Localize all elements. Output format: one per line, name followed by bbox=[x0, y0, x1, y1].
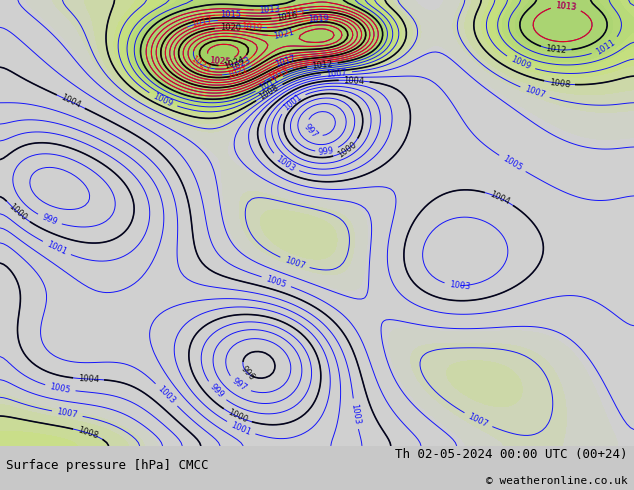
Text: 1003: 1003 bbox=[156, 384, 177, 406]
Text: 1001: 1001 bbox=[281, 93, 303, 113]
Text: 1015: 1015 bbox=[219, 10, 241, 20]
Text: 1013: 1013 bbox=[555, 1, 577, 12]
Text: 999: 999 bbox=[41, 213, 58, 227]
Text: 997: 997 bbox=[230, 377, 249, 393]
Text: 1020: 1020 bbox=[219, 23, 241, 33]
Text: 1004: 1004 bbox=[60, 93, 82, 110]
Text: 1023: 1023 bbox=[190, 54, 212, 74]
Text: 1021: 1021 bbox=[226, 65, 249, 79]
Text: 1013: 1013 bbox=[258, 4, 280, 15]
Text: 1000: 1000 bbox=[7, 202, 29, 222]
Text: 1007: 1007 bbox=[326, 68, 347, 78]
Text: 1003: 1003 bbox=[274, 154, 297, 173]
Text: 1015: 1015 bbox=[283, 6, 305, 19]
Text: 1025: 1025 bbox=[209, 56, 231, 67]
Text: 1005: 1005 bbox=[265, 274, 288, 289]
Text: 1023: 1023 bbox=[230, 56, 252, 73]
Text: © weatheronline.co.uk: © weatheronline.co.uk bbox=[486, 476, 628, 486]
Text: 1004: 1004 bbox=[488, 190, 511, 206]
Text: 999: 999 bbox=[318, 146, 334, 157]
Text: 1019: 1019 bbox=[241, 22, 262, 32]
Text: 1021: 1021 bbox=[272, 28, 295, 41]
Text: 1001: 1001 bbox=[230, 420, 252, 437]
Text: 1011: 1011 bbox=[595, 38, 617, 56]
Text: 1019: 1019 bbox=[307, 14, 329, 24]
Text: 1024: 1024 bbox=[223, 55, 245, 71]
Text: 1011: 1011 bbox=[258, 75, 281, 93]
Text: 1008: 1008 bbox=[548, 77, 571, 89]
Text: 1007: 1007 bbox=[283, 255, 306, 271]
Text: 1007: 1007 bbox=[524, 85, 547, 100]
Text: 1000: 1000 bbox=[336, 140, 358, 159]
Text: 1007: 1007 bbox=[56, 407, 79, 420]
Text: 1025: 1025 bbox=[209, 56, 231, 67]
Text: 1000: 1000 bbox=[226, 408, 249, 425]
Text: 1001: 1001 bbox=[45, 240, 68, 257]
Text: 1004: 1004 bbox=[78, 374, 100, 384]
Text: 1013: 1013 bbox=[267, 65, 290, 82]
Text: 1008: 1008 bbox=[77, 425, 100, 441]
Text: 1009: 1009 bbox=[509, 55, 532, 72]
Text: 1003: 1003 bbox=[449, 280, 471, 291]
Text: 1016: 1016 bbox=[276, 10, 298, 23]
Text: 996: 996 bbox=[239, 365, 257, 382]
Text: 1013: 1013 bbox=[555, 1, 577, 12]
Text: 999: 999 bbox=[208, 383, 225, 400]
Text: 1005: 1005 bbox=[501, 154, 524, 173]
Text: 1012: 1012 bbox=[311, 59, 333, 71]
Text: 1012: 1012 bbox=[545, 44, 567, 55]
Text: Th 02-05-2024 00:00 UTC (00+24): Th 02-05-2024 00:00 UTC (00+24) bbox=[395, 448, 628, 461]
Text: 1017: 1017 bbox=[191, 16, 214, 29]
Text: Surface pressure [hPa] CMCC: Surface pressure [hPa] CMCC bbox=[6, 459, 209, 472]
Text: 1017: 1017 bbox=[274, 53, 297, 69]
Text: 1003: 1003 bbox=[349, 403, 361, 425]
Text: 1007: 1007 bbox=[467, 412, 489, 429]
Text: 1004: 1004 bbox=[344, 75, 365, 86]
Text: 1009: 1009 bbox=[152, 92, 174, 109]
Text: 1005: 1005 bbox=[49, 382, 72, 395]
Text: 997: 997 bbox=[302, 122, 320, 141]
Text: 1008: 1008 bbox=[258, 83, 280, 102]
